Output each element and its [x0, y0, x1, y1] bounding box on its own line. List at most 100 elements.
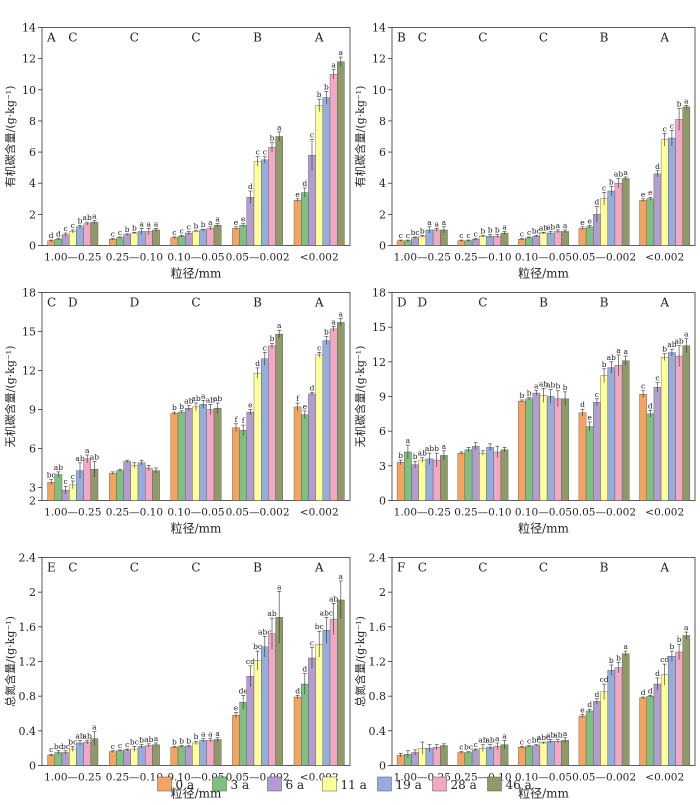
- significance-letter: e: [241, 215, 246, 224]
- bar: [301, 414, 309, 501]
- significance-letter: c: [663, 124, 667, 133]
- bar: [668, 656, 676, 766]
- significance-letter: a: [154, 734, 159, 743]
- significance-letter: ab: [83, 731, 92, 740]
- significance-letter: d: [302, 665, 307, 674]
- bar: [116, 750, 124, 766]
- bar: [144, 745, 153, 766]
- bar: [539, 395, 548, 501]
- bar: [123, 749, 131, 766]
- significance-letter: d: [580, 400, 585, 409]
- significance-letter: b: [616, 653, 621, 662]
- group-letter: A: [659, 31, 669, 45]
- x-tick-label: 0.05—0.002: [572, 507, 636, 519]
- significance-letter: a: [331, 61, 336, 70]
- significance-letter: f: [296, 394, 300, 403]
- group-letter: D: [68, 296, 78, 310]
- group-letter: C: [68, 31, 77, 45]
- significance-letter: c: [641, 382, 645, 391]
- group-letter: A: [314, 31, 324, 45]
- x-tick-label: <0.002: [645, 772, 684, 784]
- bar: [471, 445, 480, 501]
- significance-letter: e: [641, 190, 646, 199]
- significance-letter: ab: [546, 222, 555, 231]
- x-tick-label: <0.002: [645, 252, 684, 264]
- bar: [261, 646, 269, 766]
- bar: [675, 119, 683, 246]
- significance-letter: c: [474, 229, 478, 238]
- significance-letter: ab: [144, 735, 153, 744]
- bar: [315, 643, 324, 766]
- significance-letter: ab: [75, 454, 84, 463]
- significance-letter: a: [147, 219, 152, 228]
- legend-item: 11 a: [322, 776, 367, 792]
- significance-letter: ab: [539, 223, 548, 232]
- x-axis-label: 粒径/mm: [518, 266, 569, 281]
- legend-label: 28 a: [451, 778, 477, 792]
- bar: [525, 237, 533, 246]
- significance-letter: ab: [539, 379, 548, 388]
- significance-letter: e: [234, 218, 239, 227]
- significance-letter: a: [623, 642, 628, 651]
- y-tick-label: 14: [22, 22, 36, 35]
- significance-letter: d: [648, 401, 653, 410]
- significance-letter: b: [324, 328, 329, 337]
- bar: [170, 237, 179, 246]
- significance-letter: cd: [246, 657, 255, 666]
- significance-letter: a: [201, 391, 206, 400]
- y-tick-label: 0: [29, 760, 36, 773]
- bar: [639, 200, 647, 246]
- bar: [457, 452, 466, 501]
- significance-letter: c: [527, 228, 531, 237]
- bar: [585, 710, 594, 766]
- bar: [246, 676, 255, 766]
- bar: [301, 192, 309, 246]
- significance-letter: a: [339, 572, 344, 581]
- y-tick-label: 8: [29, 115, 36, 128]
- bar: [675, 355, 683, 501]
- bar: [184, 746, 193, 766]
- bar: [253, 161, 262, 246]
- y-tick-label: 6: [29, 443, 36, 456]
- significance-letter: a: [208, 218, 213, 227]
- y-tick-label: 4: [379, 177, 386, 190]
- bar: [213, 225, 222, 246]
- bar: [396, 462, 405, 501]
- bar: [561, 740, 569, 766]
- bar: [177, 235, 186, 246]
- bar: [432, 229, 441, 246]
- legend-item: 19 a: [377, 776, 422, 792]
- significance-letter: a: [331, 317, 336, 326]
- significance-letter: a: [339, 48, 344, 57]
- significance-letter: ab: [191, 394, 200, 403]
- bar: [152, 470, 160, 501]
- bar: [261, 159, 269, 246]
- group-letter: B: [600, 31, 609, 45]
- bar: [653, 387, 662, 501]
- significance-letter: c: [111, 742, 115, 751]
- significance-letter: a: [427, 218, 432, 227]
- significance-letter: bc: [47, 471, 56, 480]
- group-letter: C: [478, 31, 487, 45]
- y-tick-label: 12: [372, 356, 386, 369]
- y-tick-label: 9: [29, 404, 36, 417]
- significance-letter: ab: [614, 170, 623, 179]
- bar: [232, 427, 240, 501]
- x-tick-label: 0.10—0.05: [515, 507, 572, 519]
- significance-letter: b: [78, 216, 83, 225]
- y-tick-label: 1.6: [369, 621, 387, 634]
- bar: [268, 345, 276, 501]
- x-tick-label: 0.10—0.05: [167, 252, 224, 264]
- bar: [239, 225, 248, 246]
- bar: [68, 231, 77, 246]
- legend-label: 3 a: [231, 778, 250, 792]
- significance-letter: c: [527, 737, 531, 746]
- bar: [246, 197, 255, 246]
- x-tick-label: 0.10—0.05: [515, 772, 572, 784]
- bar: [206, 740, 215, 766]
- bar: [532, 235, 541, 246]
- y-tick-label: 2: [379, 586, 386, 599]
- significance-letter: a: [339, 310, 344, 319]
- significance-letter: b: [602, 360, 607, 369]
